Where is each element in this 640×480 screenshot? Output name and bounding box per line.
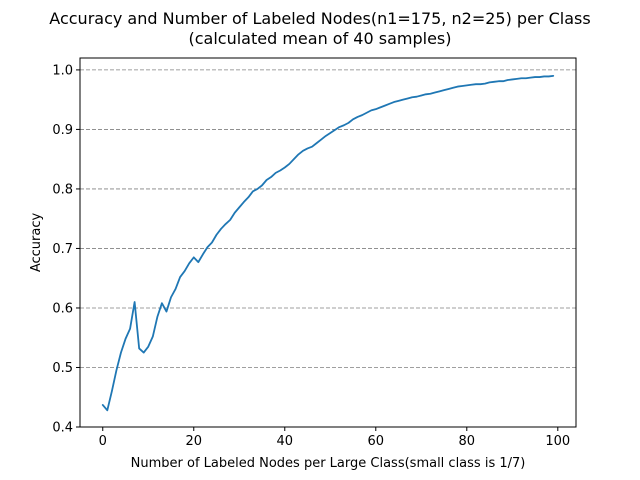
x-tick-label: 100	[545, 434, 570, 449]
x-tick-label: 60	[368, 434, 385, 449]
x-axis-label: Number of Labeled Nodes per Large Class(…	[131, 456, 526, 471]
x-tick-label: 20	[185, 434, 202, 449]
y-tick-label: 0.7	[52, 242, 73, 257]
x-ticks: 0 20 40 60 80 100	[99, 427, 570, 449]
gridlines	[80, 69, 576, 428]
x-tick-label: 40	[276, 434, 293, 449]
y-tick-label: 0.9	[52, 123, 73, 138]
x-tick-label: 0	[99, 434, 107, 449]
chart-title: Accuracy and Number of Labeled Nodes(n1=…	[49, 9, 590, 28]
y-tick-label: 0.4	[52, 421, 73, 436]
y-tick-label: 0.6	[52, 301, 73, 316]
plot-frame	[79, 57, 577, 428]
y-tick-label: 0.5	[52, 361, 73, 376]
series-line	[101, 74, 555, 412]
series-layer	[101, 74, 555, 412]
x-tick-label: 80	[459, 434, 476, 449]
y-ticks: 0.4 0.5 0.6 0.7 0.8 0.9 1.0	[52, 63, 80, 436]
y-axis-label: Accuracy	[29, 213, 44, 273]
y-tick-label: 0.8	[52, 182, 73, 197]
chart-subtitle: (calculated mean of 40 samples)	[189, 29, 452, 48]
y-tick-label: 1.0	[52, 63, 73, 78]
